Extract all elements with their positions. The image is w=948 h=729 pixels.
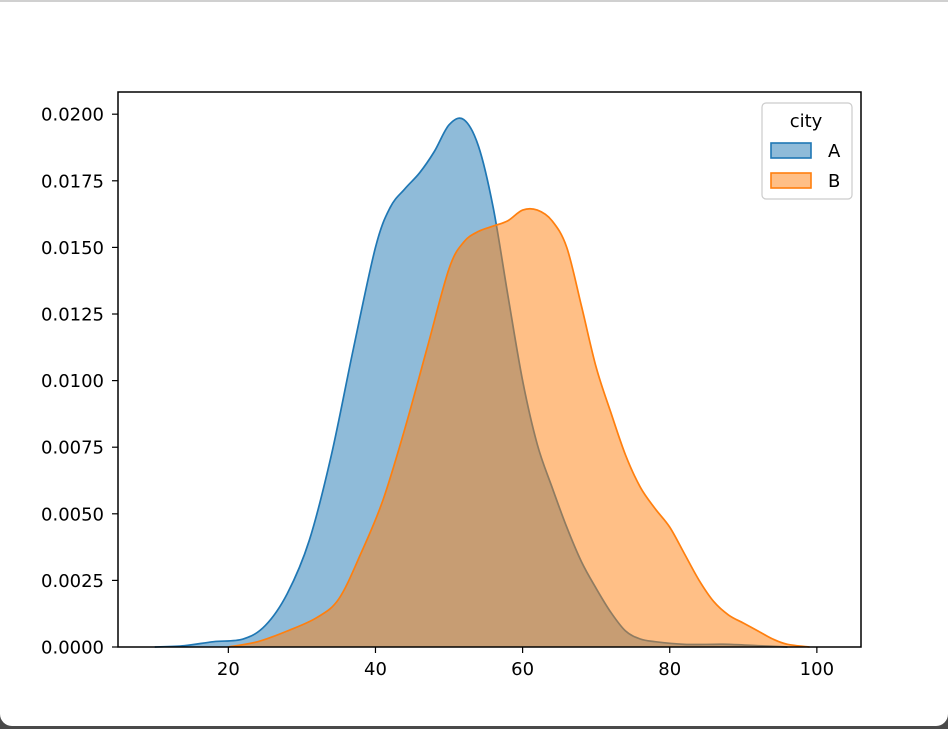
y-axis-ticks: 0.0000 0.0025 0.0050 0.0075 0.0100 0.0125 0.01… — [41, 105, 118, 659]
legend-swatch-b — [770, 172, 812, 189]
y-tick-label: 0.0075 — [41, 438, 104, 459]
x-axis-ticks: 20 40 60 80 100 — [217, 647, 834, 680]
legend: city AB — [761, 102, 853, 200]
y-tick-label: 0.0025 — [41, 571, 104, 592]
plot-frame — [117, 91, 862, 648]
legend-title: city — [790, 111, 823, 132]
legend-label-b: B — [828, 171, 840, 192]
y-tick-label: 0.0125 — [41, 305, 104, 326]
x-tick-label: 20 — [217, 659, 240, 680]
y-tick-label: 0.0175 — [41, 171, 104, 192]
legend-label-a: A — [828, 141, 841, 162]
x-tick-label: 80 — [658, 659, 681, 680]
y-tick-label: 0.0100 — [41, 371, 104, 392]
y-tick-label: 0.0200 — [41, 105, 104, 126]
density-areas — [154, 117, 810, 648]
legend-swatch-a — [770, 142, 812, 159]
density-line-b — [228, 207, 810, 648]
x-tick-label: 100 — [800, 659, 834, 680]
y-tick-label: 0.0050 — [41, 504, 104, 525]
x-tick-label: 40 — [364, 659, 387, 680]
density-area-b — [228, 208, 810, 647]
y-tick-label: 0.0000 — [41, 638, 104, 659]
x-tick-label: 60 — [511, 659, 534, 680]
y-tick-label: 0.0150 — [41, 238, 104, 259]
